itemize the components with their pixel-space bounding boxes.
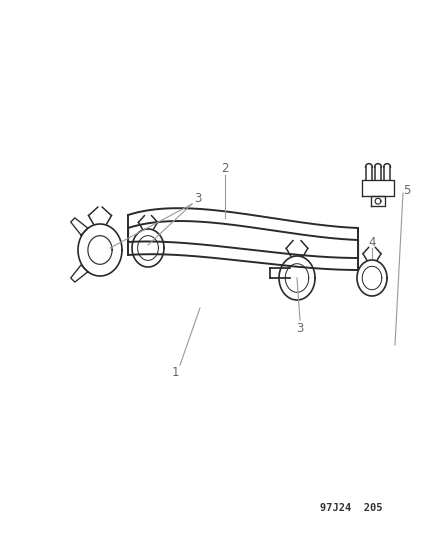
Text: 1: 1	[171, 366, 179, 378]
Text: 4: 4	[368, 236, 376, 248]
Text: 5: 5	[403, 183, 411, 197]
Text: 3: 3	[194, 191, 201, 205]
Text: 97J24  205: 97J24 205	[320, 503, 382, 513]
Text: 2: 2	[221, 161, 229, 174]
Text: 3: 3	[297, 321, 304, 335]
